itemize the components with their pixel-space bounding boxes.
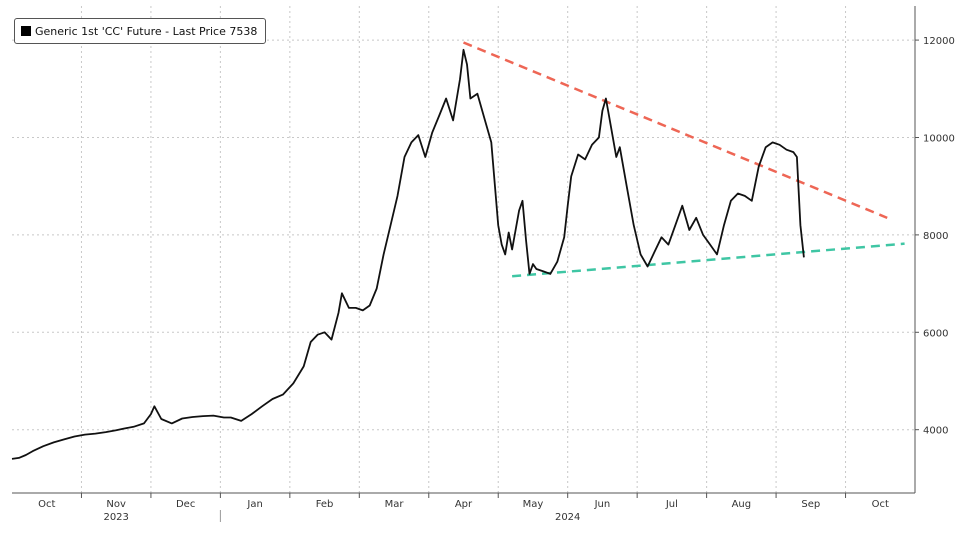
legend-swatch [21,26,31,36]
x-tick-label: Aug [732,499,752,510]
x-tick-label: Oct [872,499,889,510]
price-series-line [11,48,805,460]
label-layer: 4000 6000 8000 10000 12000 Oct Nov Dec Jan Feb Mar… [38,36,955,523]
y-tick-label: 4000 [923,426,948,437]
y-tick-label: 10000 [923,133,955,144]
x-tick-label: Feb [316,499,334,510]
x-tick-label: Apr [455,499,473,510]
x-tick-label: May [523,499,544,510]
axis-layer [12,6,919,522]
x-tick-label: Jan [246,499,262,510]
year-label: 2024 [555,512,580,523]
grid-layer [12,6,915,493]
x-tick-label: Mar [385,499,405,510]
x-tick-label: Sep [801,499,820,510]
y-tick-label: 12000 [923,36,955,47]
support-trendline [512,242,905,278]
year-label: 2023 [103,512,128,523]
x-tick-label: Oct [38,499,55,510]
x-tick-label: Nov [106,499,126,510]
trendline-layer [463,41,905,278]
x-tick-label: Jun [594,499,611,510]
chart-legend: Generic 1st 'CC' Future - Last Price 753… [14,18,267,44]
x-tick-label: Jul [665,499,678,510]
y-tick-label: 6000 [923,328,948,339]
resistance-trendline [463,41,888,220]
series-layer [11,48,805,460]
y-tick-label: 8000 [923,231,948,242]
legend-label: Generic 1st 'CC' Future - Last Price 753… [35,24,258,38]
x-tick-label: Dec [176,499,195,510]
